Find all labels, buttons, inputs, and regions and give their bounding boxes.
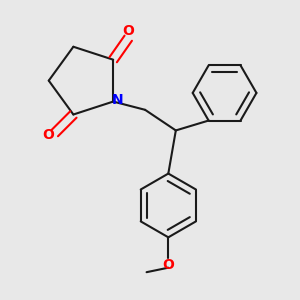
Text: N: N <box>112 93 124 107</box>
Text: O: O <box>42 128 54 142</box>
Text: O: O <box>162 258 174 272</box>
Text: O: O <box>122 24 134 38</box>
